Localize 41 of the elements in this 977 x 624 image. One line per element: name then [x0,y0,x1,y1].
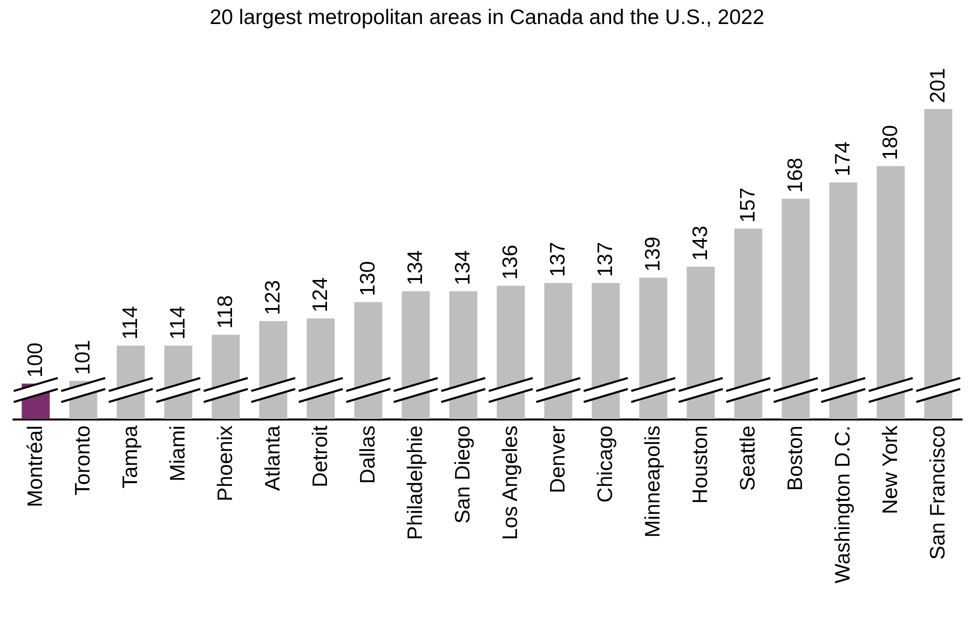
x-tick-label: Houston [688,426,712,504]
data-label: 100 [24,342,47,378]
data-label: 143 [688,226,712,261]
x-tick-label: Toronto [71,426,94,496]
x-tick-label: Boston [784,426,807,491]
data-label: 123 [261,280,284,316]
x-tick-label: Dallas [356,426,380,484]
x-tick-label: Minneapolis [641,426,664,538]
x-tick-label: Detroit [308,425,332,488]
x-tick-label: San Diego [451,426,474,524]
chart-title: 20 largest metropolitan areas in Canada and the U.S., 2022 [210,6,764,29]
data-label: 137 [546,242,570,278]
data-label: 101 [71,340,94,375]
x-tick-label: Phoenix [214,425,237,502]
x-tick-label: Washington D.C. [831,426,854,584]
x-tick-label: Montréal [24,426,47,508]
x-tick-label: Seattle [736,426,760,491]
x-tick-label: Tampa [118,425,142,489]
x-tick-label: Atlanta [261,425,284,491]
x-tick-label: Chicago [594,426,617,503]
data-label: 124 [308,277,332,312]
x-tick-label: San Francisco [926,426,950,560]
x-tick-label: Philadelphie [404,426,427,540]
data-label: 157 [736,188,760,223]
data-label: 139 [641,236,664,272]
data-label: 168 [784,158,807,193]
x-tick-label: Denver [546,426,570,494]
data-label: 180 [878,125,902,160]
data-label: 130 [356,261,380,296]
data-label: 134 [451,250,474,286]
data-label: 114 [118,306,142,340]
data-label: 174 [831,141,854,176]
data-label: 137 [594,242,617,278]
data-label: 134 [404,250,427,286]
x-tick-label: Miami [166,426,190,482]
x-tick-label: New York [878,425,902,514]
data-label: 136 [498,244,522,280]
x-tick-label: Los Angeles [498,426,522,540]
data-label: 118 [214,295,237,329]
data-label: 114 [166,306,190,340]
data-label: 201 [926,68,950,103]
